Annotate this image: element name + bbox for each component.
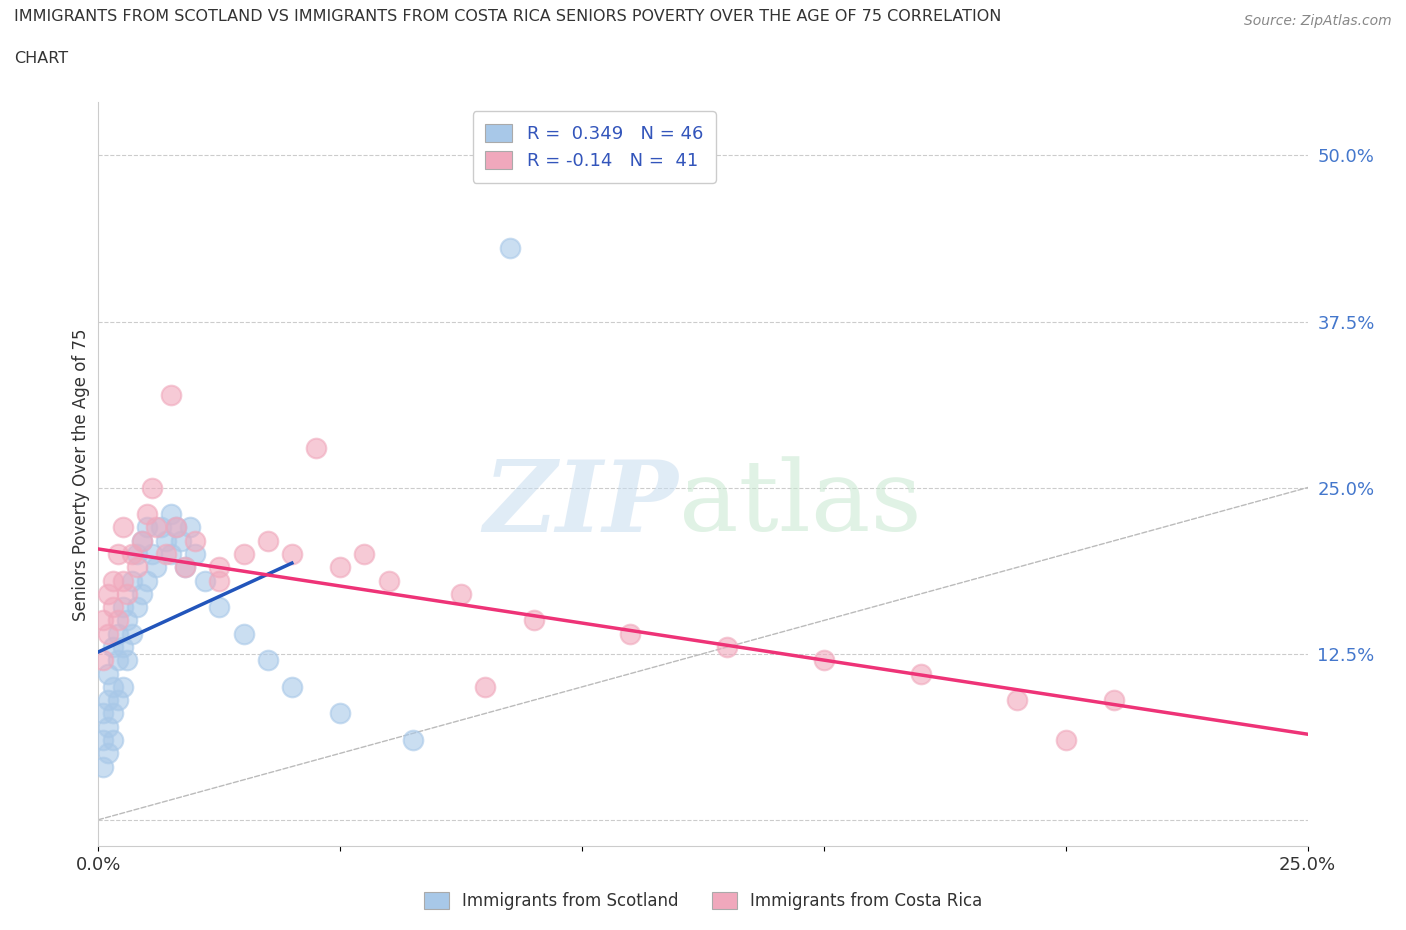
Point xyxy=(101,733,124,748)
Point xyxy=(127,600,149,615)
Point xyxy=(101,640,124,655)
Point xyxy=(101,706,124,721)
Point xyxy=(121,626,143,641)
Point xyxy=(184,547,207,562)
Point xyxy=(117,587,139,602)
Point xyxy=(174,560,197,575)
Point xyxy=(474,680,496,695)
Legend: R =  0.349   N = 46, R = -0.14   N =  41: R = 0.349 N = 46, R = -0.14 N = 41 xyxy=(472,112,716,182)
Text: atlas: atlas xyxy=(679,456,921,552)
Point xyxy=(281,680,304,695)
Point xyxy=(353,547,375,562)
Point xyxy=(813,653,835,668)
Point xyxy=(111,573,134,588)
Point xyxy=(101,573,124,588)
Point xyxy=(97,626,120,641)
Point xyxy=(107,547,129,562)
Point xyxy=(117,613,139,628)
Point xyxy=(107,626,129,641)
Point xyxy=(305,440,328,455)
Point xyxy=(619,626,641,641)
Point xyxy=(141,480,163,495)
Legend: Immigrants from Scotland, Immigrants from Costa Rica: Immigrants from Scotland, Immigrants fro… xyxy=(418,885,988,917)
Point xyxy=(910,666,932,681)
Point xyxy=(377,573,399,588)
Text: CHART: CHART xyxy=(14,51,67,66)
Point xyxy=(150,520,173,535)
Point xyxy=(716,640,738,655)
Point xyxy=(194,573,217,588)
Point xyxy=(121,573,143,588)
Point xyxy=(111,520,134,535)
Point xyxy=(141,547,163,562)
Point xyxy=(97,587,120,602)
Point xyxy=(107,613,129,628)
Point xyxy=(135,520,157,535)
Point xyxy=(165,520,187,535)
Point xyxy=(208,573,231,588)
Point xyxy=(160,547,183,562)
Point xyxy=(402,733,425,748)
Point xyxy=(131,533,153,548)
Y-axis label: Seniors Poverty Over the Age of 75: Seniors Poverty Over the Age of 75 xyxy=(72,328,90,620)
Point xyxy=(208,600,231,615)
Point xyxy=(131,587,153,602)
Text: ZIP: ZIP xyxy=(484,456,679,552)
Point xyxy=(232,626,254,641)
Point xyxy=(1054,733,1077,748)
Point xyxy=(91,613,114,628)
Point xyxy=(135,573,157,588)
Point xyxy=(256,533,278,548)
Point xyxy=(101,680,124,695)
Point xyxy=(208,560,231,575)
Point xyxy=(155,533,177,548)
Point xyxy=(111,600,134,615)
Point xyxy=(97,666,120,681)
Point xyxy=(145,520,167,535)
Point xyxy=(97,719,120,734)
Text: Source: ZipAtlas.com: Source: ZipAtlas.com xyxy=(1244,14,1392,28)
Point xyxy=(101,600,124,615)
Point xyxy=(97,746,120,761)
Point xyxy=(160,507,183,522)
Point xyxy=(145,560,167,575)
Point xyxy=(91,759,114,774)
Point xyxy=(127,560,149,575)
Point xyxy=(111,640,134,655)
Point xyxy=(91,733,114,748)
Point xyxy=(179,520,201,535)
Point xyxy=(121,547,143,562)
Point xyxy=(523,613,546,628)
Point xyxy=(174,560,197,575)
Point xyxy=(329,560,352,575)
Point xyxy=(329,706,352,721)
Point xyxy=(160,387,183,402)
Point xyxy=(165,520,187,535)
Point xyxy=(135,507,157,522)
Point xyxy=(127,547,149,562)
Point xyxy=(117,653,139,668)
Point xyxy=(1102,693,1125,708)
Point xyxy=(232,547,254,562)
Text: IMMIGRANTS FROM SCOTLAND VS IMMIGRANTS FROM COSTA RICA SENIORS POVERTY OVER THE : IMMIGRANTS FROM SCOTLAND VS IMMIGRANTS F… xyxy=(14,9,1001,24)
Point xyxy=(107,653,129,668)
Point xyxy=(97,693,120,708)
Point xyxy=(184,533,207,548)
Point xyxy=(169,533,191,548)
Point xyxy=(131,533,153,548)
Point xyxy=(498,241,520,256)
Point xyxy=(91,653,114,668)
Point xyxy=(450,587,472,602)
Point xyxy=(155,547,177,562)
Point xyxy=(107,693,129,708)
Point xyxy=(256,653,278,668)
Point xyxy=(91,706,114,721)
Point xyxy=(111,680,134,695)
Point xyxy=(1007,693,1029,708)
Point xyxy=(281,547,304,562)
